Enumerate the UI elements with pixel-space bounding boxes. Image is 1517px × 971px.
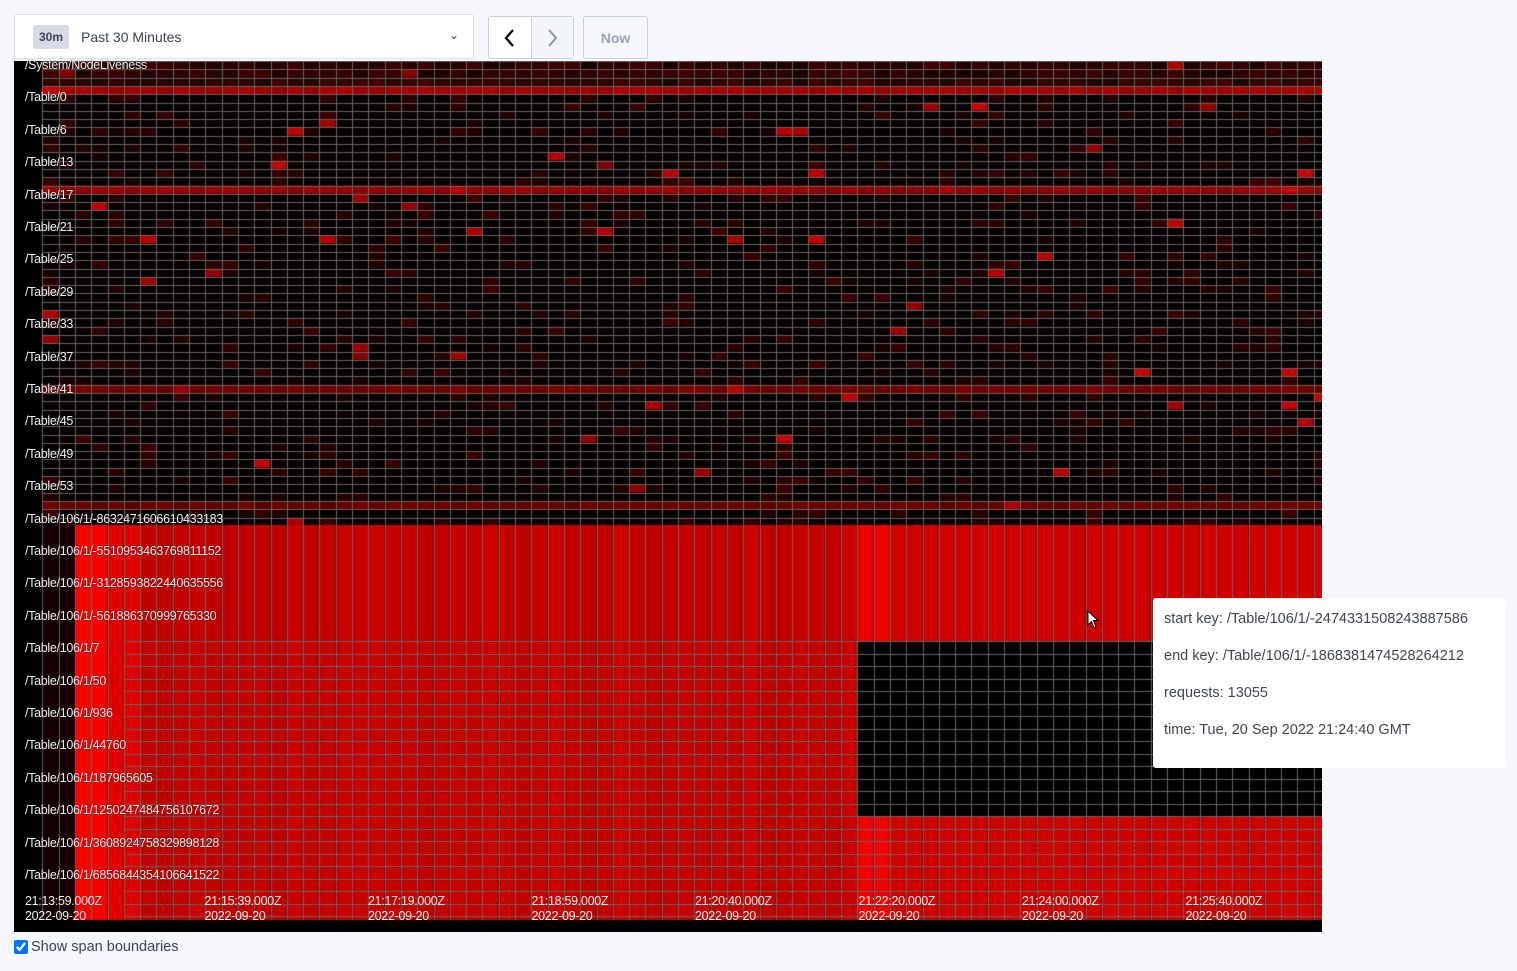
y-axis-label: /Table/0 bbox=[25, 90, 67, 105]
x-axis-time: 21:13:59.000Z bbox=[25, 894, 102, 908]
x-axis-label: 21:13:59.000Z 2022-09-20 bbox=[25, 894, 102, 924]
x-axis-date: 2022-09-20 bbox=[531, 909, 593, 923]
key-visualizer-heatmap[interactable] bbox=[14, 61, 1322, 932]
previous-button[interactable] bbox=[489, 17, 531, 58]
y-axis-label: /Table/53 bbox=[25, 479, 74, 494]
x-axis-time: 21:18:59.000Z bbox=[531, 894, 609, 908]
x-axis-date: 2022-09-20 bbox=[368, 909, 429, 923]
y-axis-label: /Table/106/1/1250247484756107672 bbox=[25, 803, 220, 818]
chevron-right-icon bbox=[548, 28, 558, 47]
x-axis-date: 2022-09-20 bbox=[1185, 909, 1247, 923]
x-axis-date: 2022-09-20 bbox=[25, 909, 86, 923]
mouse-cursor-icon bbox=[1087, 610, 1100, 629]
y-axis-label: /Table/106/1/-561886370999765330 bbox=[25, 608, 217, 623]
tooltip-start-key: start key: /Table/106/1/-247433150824388… bbox=[1164, 611, 1468, 627]
range-label: Past 30 Minutes bbox=[81, 28, 182, 45]
y-axis-label: /Table/6 bbox=[25, 122, 67, 137]
x-axis-label: 21:18:59.000Z 2022-09-20 bbox=[532, 894, 609, 924]
y-axis-label: /Table/13 bbox=[25, 155, 74, 170]
y-axis-label: /Table/106/1/6856844354106641522 bbox=[25, 868, 220, 882]
x-axis-label: 21:22:20.000Z 2022-09-20 bbox=[859, 894, 936, 924]
tooltip-end-key: end key: /Table/106/1/-18683814745282642… bbox=[1164, 648, 1464, 664]
range-badge: 30m bbox=[33, 24, 70, 49]
time-range-select[interactable]: 30m Past 30 Minutes ⌄ bbox=[14, 14, 474, 59]
x-axis-time: 21:22:20.000Z bbox=[858, 894, 936, 908]
show-span-boundaries-label: Show span boundaries bbox=[31, 939, 179, 955]
x-axis-time: 21:17:19.000Z bbox=[368, 894, 445, 908]
tooltip-time: time: Tue, 20 Sep 2022 21:24:40 GMT bbox=[1164, 722, 1411, 738]
y-axis-label: /Table/106/1/936 bbox=[25, 706, 113, 720]
x-axis-label: 21:25:40.000Z 2022-09-20 bbox=[1186, 894, 1263, 924]
chevron-left-icon bbox=[504, 28, 514, 47]
x-axis-label: 21:24:00.000Z 2022-09-20 bbox=[1022, 894, 1099, 924]
time-nav-group bbox=[488, 16, 574, 59]
y-axis-label: /Table/106/1/7 bbox=[25, 641, 100, 656]
y-axis-label: /Table/37 bbox=[25, 349, 74, 364]
x-axis-date: 2022-09-20 bbox=[204, 909, 266, 923]
now-button[interactable]: Now bbox=[583, 16, 648, 59]
y-axis-label: /Table/29 bbox=[25, 284, 74, 299]
y-axis-label: /Table/106/1/50 bbox=[25, 673, 106, 688]
span-tooltip: start key: /Table/106/1/-247433150824388… bbox=[1153, 598, 1505, 768]
y-axis-label: /Table/41 bbox=[25, 382, 74, 396]
x-axis-date: 2022-09-20 bbox=[858, 909, 920, 923]
y-axis-label: /Table/49 bbox=[25, 446, 74, 461]
show-span-boundaries-toggle[interactable]: Show span boundaries bbox=[14, 939, 179, 955]
y-axis-label: /Table/25 bbox=[25, 252, 74, 267]
next-button[interactable] bbox=[530, 17, 573, 58]
x-axis-time: 21:20:40.000Z bbox=[695, 894, 772, 908]
tooltip-requests: requests: 13055 bbox=[1164, 685, 1268, 701]
x-axis-time: 21:24:00.000Z bbox=[1022, 894, 1099, 908]
y-axis-label: /Table/17 bbox=[25, 187, 74, 202]
y-axis-label: /System/NodeLiveness bbox=[25, 58, 147, 72]
y-axis-label: /Table/21 bbox=[25, 220, 74, 234]
chevron-down-icon: ⌄ bbox=[448, 28, 459, 42]
x-axis-date: 2022-09-20 bbox=[1022, 909, 1083, 923]
x-axis-label: 21:17:19.000Z 2022-09-20 bbox=[368, 894, 445, 924]
y-axis-label: /Table/106/1/-5510953463769811152 bbox=[25, 544, 222, 558]
y-axis-label: /Table/106/1/44760 bbox=[25, 738, 126, 753]
x-axis-time: 21:15:39.000Z bbox=[204, 894, 282, 908]
x-axis-time: 21:25:40.000Z bbox=[1185, 894, 1263, 908]
y-axis-label: /Table/45 bbox=[25, 414, 74, 429]
x-axis-label: 21:20:40.000Z 2022-09-20 bbox=[695, 894, 772, 924]
y-axis-label: /Table/106/1/-3128593822440635556 bbox=[25, 576, 223, 591]
y-axis-label: /Table/33 bbox=[25, 317, 74, 332]
show-span-boundaries-checkbox[interactable] bbox=[14, 940, 28, 954]
y-axis-label: /Table/106/1/3608924758329898128 bbox=[25, 835, 220, 850]
y-axis-label: /Table/106/1/187965605 bbox=[25, 770, 153, 785]
y-axis-label: /Table/106/1/-8632471606610433183 bbox=[25, 511, 223, 526]
x-axis-date: 2022-09-20 bbox=[695, 909, 756, 923]
x-axis-label: 21:15:39.000Z 2022-09-20 bbox=[205, 894, 282, 924]
